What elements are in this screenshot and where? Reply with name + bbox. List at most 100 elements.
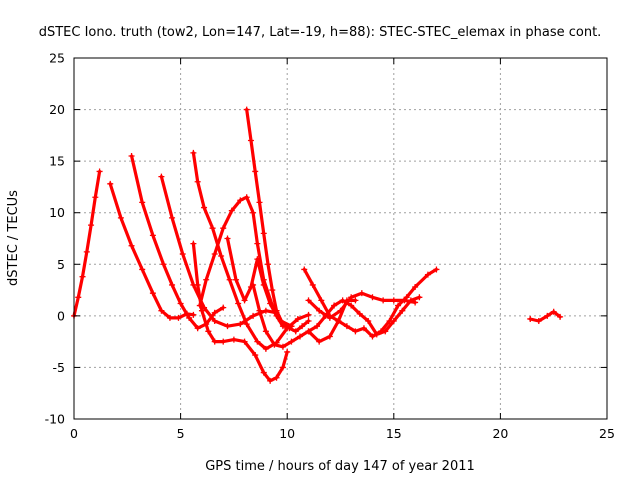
data-point bbox=[250, 209, 257, 216]
x-tick-label: 20 bbox=[492, 426, 508, 441]
series-5 bbox=[190, 149, 312, 352]
data-point bbox=[267, 300, 274, 307]
data-point bbox=[314, 323, 321, 330]
data-point bbox=[211, 309, 218, 316]
data-point bbox=[544, 312, 551, 319]
data-point bbox=[211, 250, 218, 257]
data-point bbox=[194, 325, 201, 332]
data-point bbox=[390, 318, 397, 325]
data-point bbox=[284, 348, 291, 355]
data-point bbox=[365, 318, 372, 325]
data-point bbox=[352, 297, 359, 304]
y-tick-label: 0 bbox=[57, 308, 65, 323]
data-point bbox=[416, 294, 423, 301]
series-line bbox=[302, 267, 438, 339]
data-point bbox=[433, 266, 440, 273]
data-point bbox=[279, 364, 286, 371]
data-point bbox=[224, 235, 231, 242]
data-point bbox=[254, 338, 261, 345]
series-3 bbox=[128, 152, 227, 332]
series-line bbox=[198, 195, 294, 328]
chart-title: dSTEC Iono. truth (tow2, Lon=147, Lat=-1… bbox=[39, 25, 602, 40]
y-tick-label: 15 bbox=[49, 154, 65, 169]
y-tick-label: 10 bbox=[49, 205, 65, 220]
data-point bbox=[169, 214, 176, 221]
data-point bbox=[243, 321, 250, 328]
series-line bbox=[108, 182, 195, 320]
data-point bbox=[211, 338, 218, 345]
series-7 bbox=[196, 194, 295, 330]
data-point bbox=[305, 328, 312, 335]
data-point bbox=[107, 180, 114, 187]
plot-frame bbox=[73, 57, 608, 420]
data-point bbox=[220, 225, 227, 232]
data-point bbox=[269, 287, 276, 294]
data-point bbox=[309, 281, 316, 288]
data-point bbox=[331, 302, 338, 309]
data-series bbox=[71, 106, 564, 384]
data-point bbox=[149, 232, 156, 239]
data-point bbox=[128, 152, 135, 159]
data-point bbox=[360, 325, 367, 332]
series-2 bbox=[107, 180, 197, 321]
data-point bbox=[241, 338, 248, 345]
x-tick-label: 15 bbox=[386, 426, 402, 441]
data-point bbox=[218, 253, 225, 260]
data-point bbox=[241, 297, 248, 304]
data-point bbox=[201, 204, 208, 211]
data-point bbox=[305, 318, 312, 325]
y-tick-label: 5 bbox=[57, 257, 65, 272]
y-tick-label: 25 bbox=[49, 51, 65, 66]
data-point bbox=[279, 343, 286, 350]
data-point bbox=[288, 323, 295, 330]
data-point bbox=[169, 281, 176, 288]
series-8 bbox=[243, 106, 312, 335]
series-13 bbox=[305, 290, 419, 321]
data-point bbox=[186, 314, 193, 321]
x-tick-label: 0 bbox=[70, 426, 78, 441]
data-point bbox=[326, 314, 333, 321]
data-point bbox=[382, 328, 389, 335]
data-point bbox=[260, 230, 267, 237]
series-11 bbox=[301, 266, 440, 340]
data-point bbox=[262, 307, 269, 314]
data-point bbox=[390, 297, 397, 304]
data-point bbox=[243, 194, 250, 201]
data-point bbox=[305, 311, 312, 318]
data-point bbox=[296, 333, 303, 340]
series-line bbox=[191, 151, 311, 351]
data-point bbox=[194, 281, 201, 288]
data-point bbox=[288, 338, 295, 345]
data-point bbox=[335, 318, 342, 325]
series-line bbox=[225, 236, 294, 328]
data-point bbox=[262, 345, 269, 352]
data-point bbox=[254, 240, 261, 247]
data-point bbox=[299, 323, 306, 330]
data-point bbox=[535, 318, 542, 325]
data-point bbox=[343, 323, 350, 330]
data-point bbox=[160, 261, 167, 268]
data-point bbox=[301, 266, 308, 273]
data-point bbox=[260, 281, 267, 288]
data-point bbox=[203, 276, 210, 283]
data-point bbox=[294, 315, 301, 322]
data-point bbox=[557, 313, 564, 320]
data-point bbox=[250, 281, 257, 288]
data-point bbox=[399, 307, 406, 314]
data-point bbox=[412, 283, 419, 290]
data-point bbox=[369, 333, 376, 340]
data-point bbox=[273, 312, 280, 319]
y-tick-label: -5 bbox=[53, 360, 65, 375]
data-point bbox=[267, 377, 274, 384]
data-point bbox=[237, 321, 244, 328]
data-point bbox=[316, 307, 323, 314]
x-tick-label: 25 bbox=[599, 426, 615, 441]
data-point bbox=[305, 297, 312, 304]
data-point bbox=[424, 271, 431, 278]
data-point bbox=[373, 331, 380, 338]
data-point bbox=[196, 302, 203, 309]
data-point bbox=[139, 266, 146, 273]
data-point bbox=[175, 314, 182, 321]
data-point bbox=[279, 323, 286, 330]
data-point bbox=[292, 328, 299, 335]
